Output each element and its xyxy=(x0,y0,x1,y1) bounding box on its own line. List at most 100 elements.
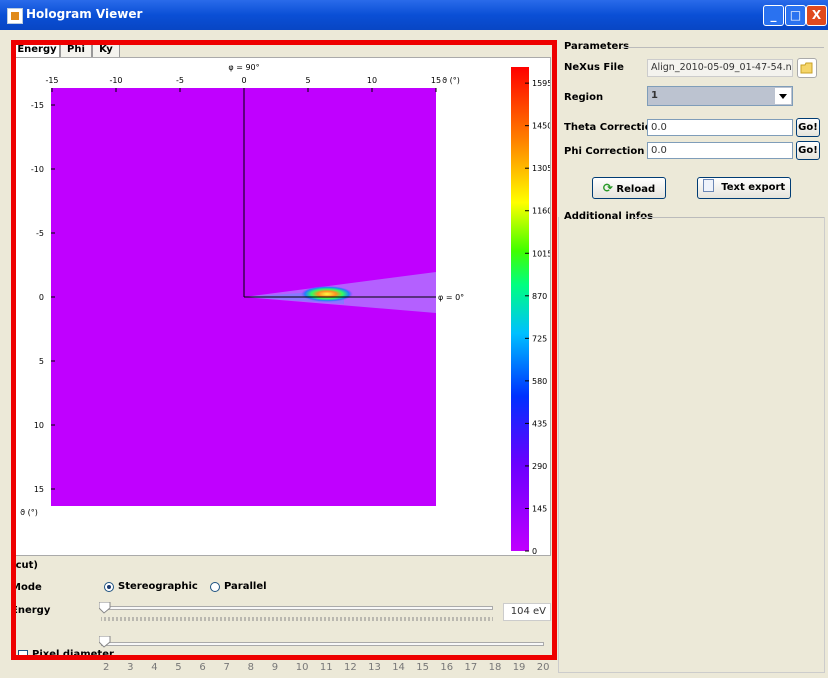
x-ticks: -15 -10 -5 0 5 10 15 xyxy=(45,76,441,92)
text-export-button-label: Text export xyxy=(721,182,786,193)
nexus-file-field[interactable]: Align_2010-05-09_01-47-54.nxs xyxy=(647,59,793,77)
stereographic-radio[interactable] xyxy=(104,582,114,592)
tab-ky[interactable]: Ky xyxy=(92,41,120,57)
x-axis-label: ϑ (°) xyxy=(442,76,460,85)
pixel-tick-label: 16 xyxy=(440,662,454,673)
colorbar-tick-label: 725 xyxy=(532,334,547,343)
x-tick-label: 5 xyxy=(305,76,310,85)
pixel-tick-label: 9 xyxy=(271,662,279,673)
colorbar-tick-label: 290 xyxy=(532,462,547,471)
pixel-diameter-label: Pixel diameter xyxy=(32,649,114,660)
phi90-label: φ = 90° xyxy=(228,63,259,72)
x-tick-label: -15 xyxy=(45,76,58,85)
x-tick-label: 10 xyxy=(367,76,377,85)
hologram-plot[interactable]: φ = 90° φ = 0° ϑ (°) ϑ (°) -15 -10 -5 0 5 10 1… xyxy=(14,58,552,556)
colorbar-tick-label: 435 xyxy=(532,419,547,428)
nexus-file-label: NeXus File xyxy=(564,62,624,73)
reload-button[interactable]: ⟳ Reload xyxy=(592,177,666,199)
colorbar-tick-label: 1595 xyxy=(532,79,550,88)
pixel-tick-label: 15 xyxy=(416,662,430,673)
pixel-tick-label: 17 xyxy=(464,662,478,673)
parallel-label: Parallel xyxy=(224,581,267,592)
additional-infos-title: Additional infos xyxy=(564,211,654,222)
pixel-tick-label: 13 xyxy=(368,662,381,673)
tab-energy[interactable]: Energy xyxy=(14,41,60,57)
title-bar: Hologram Viewer _ □ X xyxy=(0,0,828,30)
text-export-button[interactable]: Text export xyxy=(697,177,791,199)
colorbar-tick-label: 870 xyxy=(532,292,547,301)
parameters-group-line xyxy=(622,47,824,48)
colorbar-tick-label: 580 xyxy=(532,377,547,386)
stereographic-label: Stereographic xyxy=(118,581,198,592)
phi-correction-input[interactable]: 0.0 xyxy=(647,142,793,159)
pixel-tick-label: 2 xyxy=(103,662,110,673)
x-tick-label: 15 xyxy=(431,76,441,85)
energy-slider-thumb[interactable] xyxy=(99,602,111,614)
additional-infos-line xyxy=(634,217,824,218)
energy-value: 104 eV xyxy=(503,603,551,621)
y-tick-label: -10 xyxy=(31,165,44,174)
colorbar-tick-label: 0 xyxy=(532,547,537,555)
region-label: Region xyxy=(564,92,604,103)
tab-phi[interactable]: Phi xyxy=(60,41,92,57)
y-tick-label: 10 xyxy=(34,421,44,430)
region-select[interactable]: 1 xyxy=(647,86,793,106)
folder-icon xyxy=(800,62,813,74)
pixel-slider-labels: 2 3 4 5 6 7 8 9 10 11 12 13 14 15 16 17 18 19 20 xyxy=(95,662,555,674)
colorbar-tick-label: 1450 xyxy=(532,122,550,131)
pixel-tick-label: 6 xyxy=(199,662,206,673)
pixel-tick-label: 8 xyxy=(247,662,254,673)
theta-go-button[interactable]: Go! xyxy=(796,118,820,137)
phi0-label: φ = 0° xyxy=(438,293,464,302)
pixel-slider[interactable] xyxy=(101,642,544,646)
colorbar-tick-label: 1015 xyxy=(532,249,550,258)
java-app-icon xyxy=(7,8,23,24)
pixel-tick-label: 11 xyxy=(319,662,333,673)
y-axis-label: ϑ (°) xyxy=(20,508,38,517)
colorbar-tick-label: 1305 xyxy=(532,164,550,173)
pixel-tick-label: 10 xyxy=(295,662,309,673)
chevron-down-icon[interactable] xyxy=(775,88,791,104)
additional-infos-panel xyxy=(558,217,825,673)
pixel-tick-label: 14 xyxy=(392,662,405,673)
phi-correction-label: Phi Correction xyxy=(564,146,645,157)
document-icon xyxy=(702,179,714,192)
signal-hotspot xyxy=(301,286,353,302)
y-tick-label: -15 xyxy=(31,101,44,110)
pixel-tick-label: 3 xyxy=(127,662,134,673)
phi-go-button[interactable]: Go! xyxy=(796,141,820,160)
parallel-radio[interactable] xyxy=(210,582,220,592)
parameters-group-title: Parameters xyxy=(564,41,630,52)
energy-slider-ticks xyxy=(101,617,493,621)
close-button[interactable]: X xyxy=(806,5,827,26)
colorbar-tick-label: 145 xyxy=(532,504,547,513)
pixel-tick-label: 4 xyxy=(151,662,158,673)
window-title: Hologram Viewer xyxy=(26,7,143,21)
pixel-tick-label: 19 xyxy=(512,662,526,673)
reload-button-label: Reload xyxy=(616,184,656,195)
theta-correction-input[interactable]: 0.0 xyxy=(647,119,793,136)
pixel-tick-label: 18 xyxy=(488,662,502,673)
x-tick-label: -10 xyxy=(109,76,122,85)
pixel-tick-label: 5 xyxy=(175,662,182,673)
energy-slider[interactable] xyxy=(101,606,493,610)
pixel-tick-label: 7 xyxy=(223,662,230,673)
y-tick-label: 15 xyxy=(34,485,44,494)
y-tick-label: -5 xyxy=(36,229,44,238)
open-file-button[interactable] xyxy=(797,58,817,78)
x-tick-label: -5 xyxy=(176,76,184,85)
pixel-tick-label: 12 xyxy=(344,662,357,673)
minimize-button[interactable]: _ xyxy=(763,5,784,26)
x-tick-label: 0 xyxy=(241,76,246,85)
cut-label: (cut) xyxy=(11,560,38,571)
colorbar-tick-label: 1160 xyxy=(532,207,550,216)
maximize-button[interactable]: □ xyxy=(785,5,806,26)
theta-correction-label: Theta Correction xyxy=(564,122,659,133)
energy-label: Energy xyxy=(11,605,51,616)
pixel-tick-label: 20 xyxy=(536,662,550,673)
pixel-diameter-checkbox[interactable] xyxy=(18,650,28,660)
reload-icon: ⟳ xyxy=(602,181,613,195)
y-tick-label: 0 xyxy=(39,293,44,302)
pixel-slider-thumb[interactable] xyxy=(99,636,111,648)
